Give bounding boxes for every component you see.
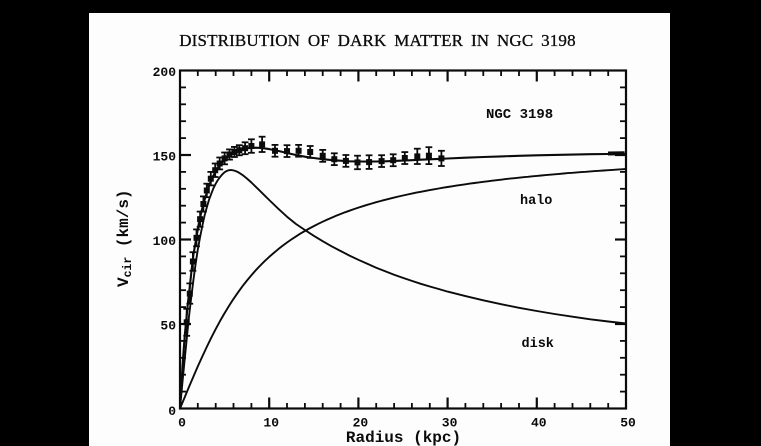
svg-text:30: 30 — [442, 415, 458, 430]
svg-text:0: 0 — [168, 404, 176, 419]
svg-text:Vcir (km/s): Vcir (km/s) — [115, 189, 135, 287]
svg-text:10: 10 — [263, 415, 279, 430]
svg-text:50: 50 — [620, 415, 636, 430]
svg-text:200: 200 — [153, 65, 177, 80]
svg-text:halo: halo — [520, 194, 552, 209]
svg-text:0: 0 — [178, 415, 186, 430]
svg-text:disk: disk — [522, 337, 554, 352]
svg-text:100: 100 — [153, 234, 177, 249]
svg-text:NGC 3198: NGC 3198 — [486, 107, 553, 123]
svg-text:50: 50 — [160, 318, 176, 333]
svg-text:DISTRIBUTION OF DARK MATTER IN: DISTRIBUTION OF DARK MATTER IN NGC 3198 — [179, 31, 575, 50]
svg-text:40: 40 — [531, 415, 547, 430]
svg-text:20: 20 — [353, 415, 369, 430]
svg-text:Radius (kpc): Radius (kpc) — [346, 429, 461, 446]
svg-text:150: 150 — [153, 149, 177, 164]
